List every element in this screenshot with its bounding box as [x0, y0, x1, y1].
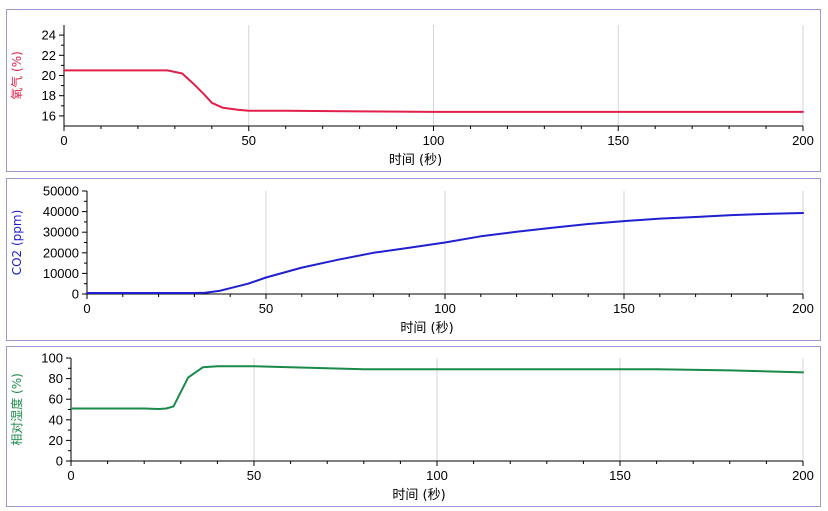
humidity-x-tick-label: 50	[247, 468, 261, 483]
oxygen-x-tick-label: 150	[607, 133, 629, 148]
co2-y-tick-label: 20000	[43, 245, 79, 260]
co2-chart-panel: 0 10000 20000 30000 40000 50000 0 50 100 150 200 时间…	[6, 178, 821, 341]
oxygen-y-tick-label: 22	[42, 48, 56, 63]
humidity-y-axis-label: 相对湿度 (%)	[9, 373, 24, 446]
oxygen-x-tick-label: 50	[242, 133, 256, 148]
oxygen-y-tick-label: 18	[42, 88, 56, 103]
humidity-y-tick-label: 0	[56, 454, 63, 469]
oxygen-y-tick-label: 20	[42, 68, 56, 83]
humidity-y-tick-label: 80	[49, 371, 63, 386]
humidity-y-tick-label: 100	[41, 351, 63, 366]
humidity-x-tick-label: 0	[67, 468, 74, 483]
humidity-chart-panel: 0 20 40 60 80 100 0 50 100 150 200 时间 (秒) 相对湿度 (%)	[6, 346, 821, 507]
oxygen-series-line	[63, 69, 804, 113]
co2-y-tick-label: 0	[72, 287, 79, 302]
humidity-x-tick-label: 100	[426, 468, 448, 483]
humidity-series-line	[70, 365, 804, 410]
co2-x-tick-label: 150	[613, 301, 635, 316]
co2-y-tick-label: 30000	[43, 225, 79, 240]
co2-y-tick-label: 50000	[43, 184, 79, 199]
co2-x-tick-label: 50	[259, 301, 273, 316]
oxygen-chart-panel: 16 18 20 22 24 0 50 100 150 200 时间 (秒) 氧气 (%)	[6, 9, 821, 172]
humidity-y-tick-label: 40	[49, 412, 63, 427]
humidity-chart: 0 20 40 60 80 100 0 50 100 150 200 时间 (秒) 相对湿度 (%)	[9, 351, 814, 504]
oxygen-x-axis-label: 时间 (秒)	[389, 153, 442, 168]
co2-x-axis-label: 时间 (秒)	[400, 321, 453, 336]
oxygen-y-tick-label: 16	[42, 108, 56, 123]
oxygen-y-axis-label: 氧气 (%)	[9, 51, 24, 100]
humidity-x-tick-label: 200	[792, 468, 814, 483]
humidity-y-tick-label: 20	[49, 433, 63, 448]
humidity-x-tick-label: 150	[609, 468, 631, 483]
co2-y-axis-label: CO2 (ppm)	[10, 210, 24, 276]
humidity-x-axis-label: 时间 (秒)	[392, 488, 445, 503]
co2-series-line	[86, 212, 804, 294]
oxygen-x-tick-label: 200	[792, 133, 814, 148]
oxygen-y-tick-label: 24	[42, 28, 56, 43]
co2-x-tick-label: 100	[434, 301, 456, 316]
co2-x-tick-label: 0	[83, 301, 90, 316]
oxygen-chart: 16 18 20 22 24 0 50 100 150 200 时间 (秒) 氧气 (%)	[9, 25, 814, 168]
co2-y-tick-label: 10000	[43, 266, 79, 281]
oxygen-x-tick-label: 100	[423, 133, 445, 148]
humidity-y-tick-label: 60	[49, 392, 63, 407]
oxygen-x-tick-label: 0	[60, 133, 67, 148]
co2-chart: 0 10000 20000 30000 40000 50000 0 50 100 150 200 时间…	[10, 184, 814, 337]
co2-x-tick-label: 200	[792, 301, 814, 316]
co2-y-tick-label: 40000	[43, 204, 79, 219]
